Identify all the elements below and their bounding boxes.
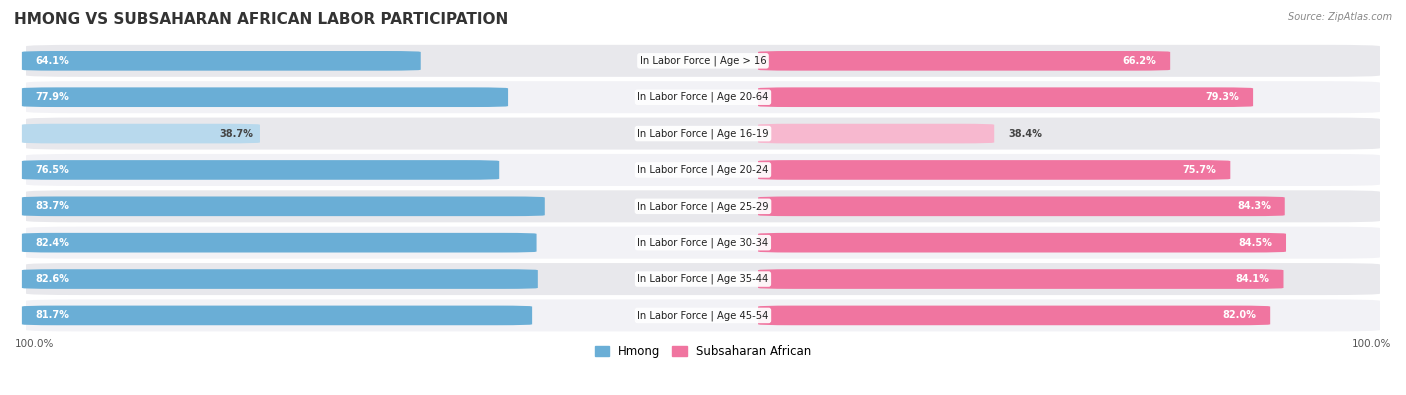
FancyBboxPatch shape [25,118,1381,150]
Text: 84.3%: 84.3% [1237,201,1271,211]
Legend: Hmong, Subsaharan African: Hmong, Subsaharan African [591,340,815,363]
FancyBboxPatch shape [25,299,1381,331]
FancyBboxPatch shape [22,233,537,252]
FancyBboxPatch shape [25,227,1381,259]
FancyBboxPatch shape [758,51,1170,71]
FancyBboxPatch shape [25,190,1381,222]
Text: In Labor Force | Age > 16: In Labor Force | Age > 16 [640,56,766,66]
Text: 76.5%: 76.5% [35,165,69,175]
Text: 79.3%: 79.3% [1205,92,1239,102]
Text: 77.9%: 77.9% [35,92,69,102]
Text: 38.4%: 38.4% [1008,129,1042,139]
Text: 82.4%: 82.4% [35,238,69,248]
FancyBboxPatch shape [22,196,544,216]
Text: 83.7%: 83.7% [35,201,69,211]
Text: In Labor Force | Age 45-54: In Labor Force | Age 45-54 [637,310,769,321]
Text: 100.0%: 100.0% [1351,339,1391,349]
FancyBboxPatch shape [758,87,1253,107]
FancyBboxPatch shape [758,196,1285,216]
FancyBboxPatch shape [758,269,1284,289]
FancyBboxPatch shape [758,124,994,143]
Text: 84.1%: 84.1% [1236,274,1270,284]
Text: Source: ZipAtlas.com: Source: ZipAtlas.com [1288,12,1392,22]
Text: 100.0%: 100.0% [15,339,55,349]
Text: In Labor Force | Age 30-34: In Labor Force | Age 30-34 [637,237,769,248]
FancyBboxPatch shape [25,81,1381,113]
Text: In Labor Force | Age 20-64: In Labor Force | Age 20-64 [637,92,769,102]
Text: 66.2%: 66.2% [1122,56,1156,66]
Text: 84.5%: 84.5% [1239,238,1272,248]
FancyBboxPatch shape [25,45,1381,77]
FancyBboxPatch shape [22,51,420,71]
Text: 81.7%: 81.7% [35,310,69,320]
FancyBboxPatch shape [22,306,531,325]
Text: In Labor Force | Age 20-24: In Labor Force | Age 20-24 [637,165,769,175]
Text: 82.0%: 82.0% [1223,310,1257,320]
Text: 38.7%: 38.7% [219,129,253,139]
FancyBboxPatch shape [22,124,260,143]
Text: 75.7%: 75.7% [1182,165,1216,175]
Text: In Labor Force | Age 25-29: In Labor Force | Age 25-29 [637,201,769,212]
Text: HMONG VS SUBSAHARAN AFRICAN LABOR PARTICIPATION: HMONG VS SUBSAHARAN AFRICAN LABOR PARTIC… [14,12,509,27]
Text: In Labor Force | Age 35-44: In Labor Force | Age 35-44 [637,274,769,284]
FancyBboxPatch shape [22,160,499,180]
FancyBboxPatch shape [25,154,1381,186]
Text: 64.1%: 64.1% [35,56,69,66]
FancyBboxPatch shape [758,306,1270,325]
Text: In Labor Force | Age 16-19: In Labor Force | Age 16-19 [637,128,769,139]
FancyBboxPatch shape [22,87,508,107]
FancyBboxPatch shape [25,263,1381,295]
FancyBboxPatch shape [22,269,538,289]
FancyBboxPatch shape [758,160,1230,180]
Text: 82.6%: 82.6% [35,274,69,284]
FancyBboxPatch shape [758,233,1286,252]
